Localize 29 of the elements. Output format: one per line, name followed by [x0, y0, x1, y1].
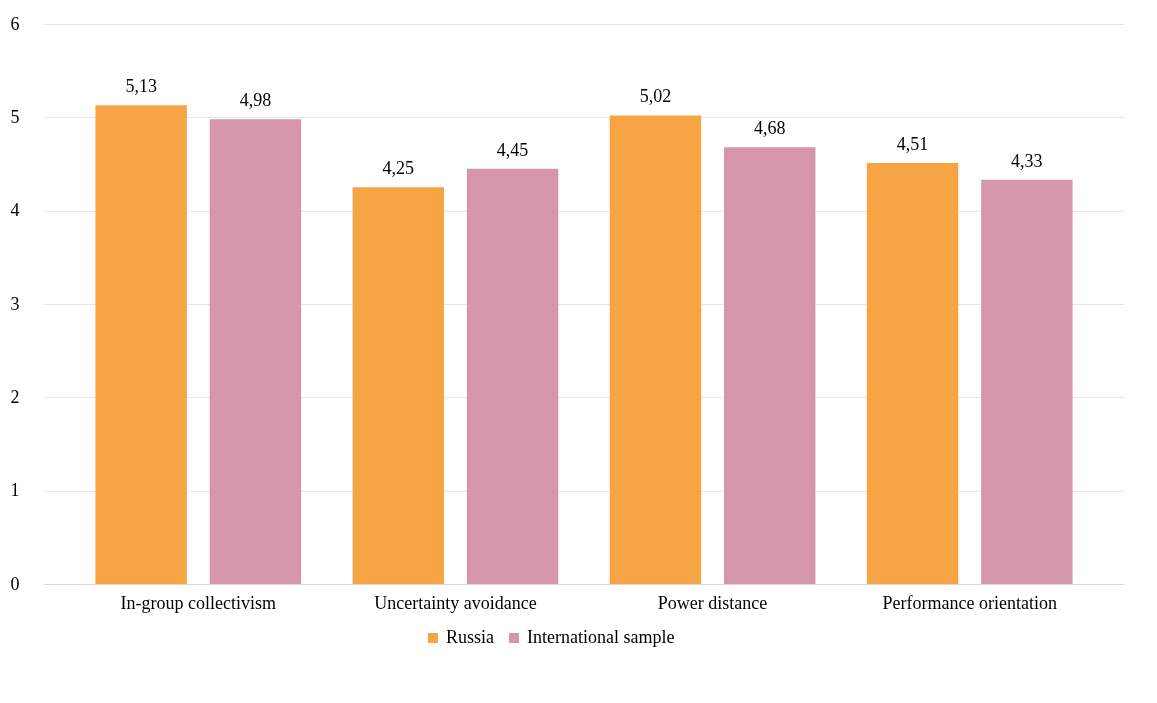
- legend-label: International sample: [527, 627, 675, 647]
- x-tick-label: Uncertainty avoidance: [374, 592, 537, 613]
- bar: [609, 115, 702, 584]
- x-tick-label: Power distance: [657, 592, 768, 613]
- bar: [981, 179, 1073, 584]
- data-label: 4,33: [1011, 150, 1043, 171]
- y-tick-label: 0: [10, 573, 20, 594]
- bar: [466, 168, 559, 584]
- data-label: 4,98: [239, 90, 272, 111]
- y-tick-label: 2: [10, 386, 20, 407]
- y-tick-label: 3: [10, 293, 20, 314]
- data-label: 4,25: [382, 158, 415, 179]
- y-tick-label: 4: [10, 200, 20, 221]
- bar: [209, 119, 302, 584]
- data-label: 5,02: [639, 86, 672, 107]
- x-tick-label: In-group collectivism: [120, 592, 277, 613]
- bar: [724, 147, 816, 584]
- legend-label: Russia: [446, 627, 495, 647]
- data-label: 5,13: [125, 76, 157, 97]
- data-label: 4,45: [496, 139, 529, 160]
- y-tick-label: 5: [10, 106, 20, 127]
- bar: [95, 105, 187, 584]
- bar: [352, 187, 444, 584]
- bar: [866, 163, 959, 584]
- y-tick-label: 1: [10, 480, 20, 501]
- data-label: 4,51: [896, 134, 929, 155]
- data-label: 4,68: [753, 118, 786, 139]
- y-tick-label: 6: [10, 13, 20, 34]
- x-tick-label: Performance orientation: [882, 592, 1057, 613]
